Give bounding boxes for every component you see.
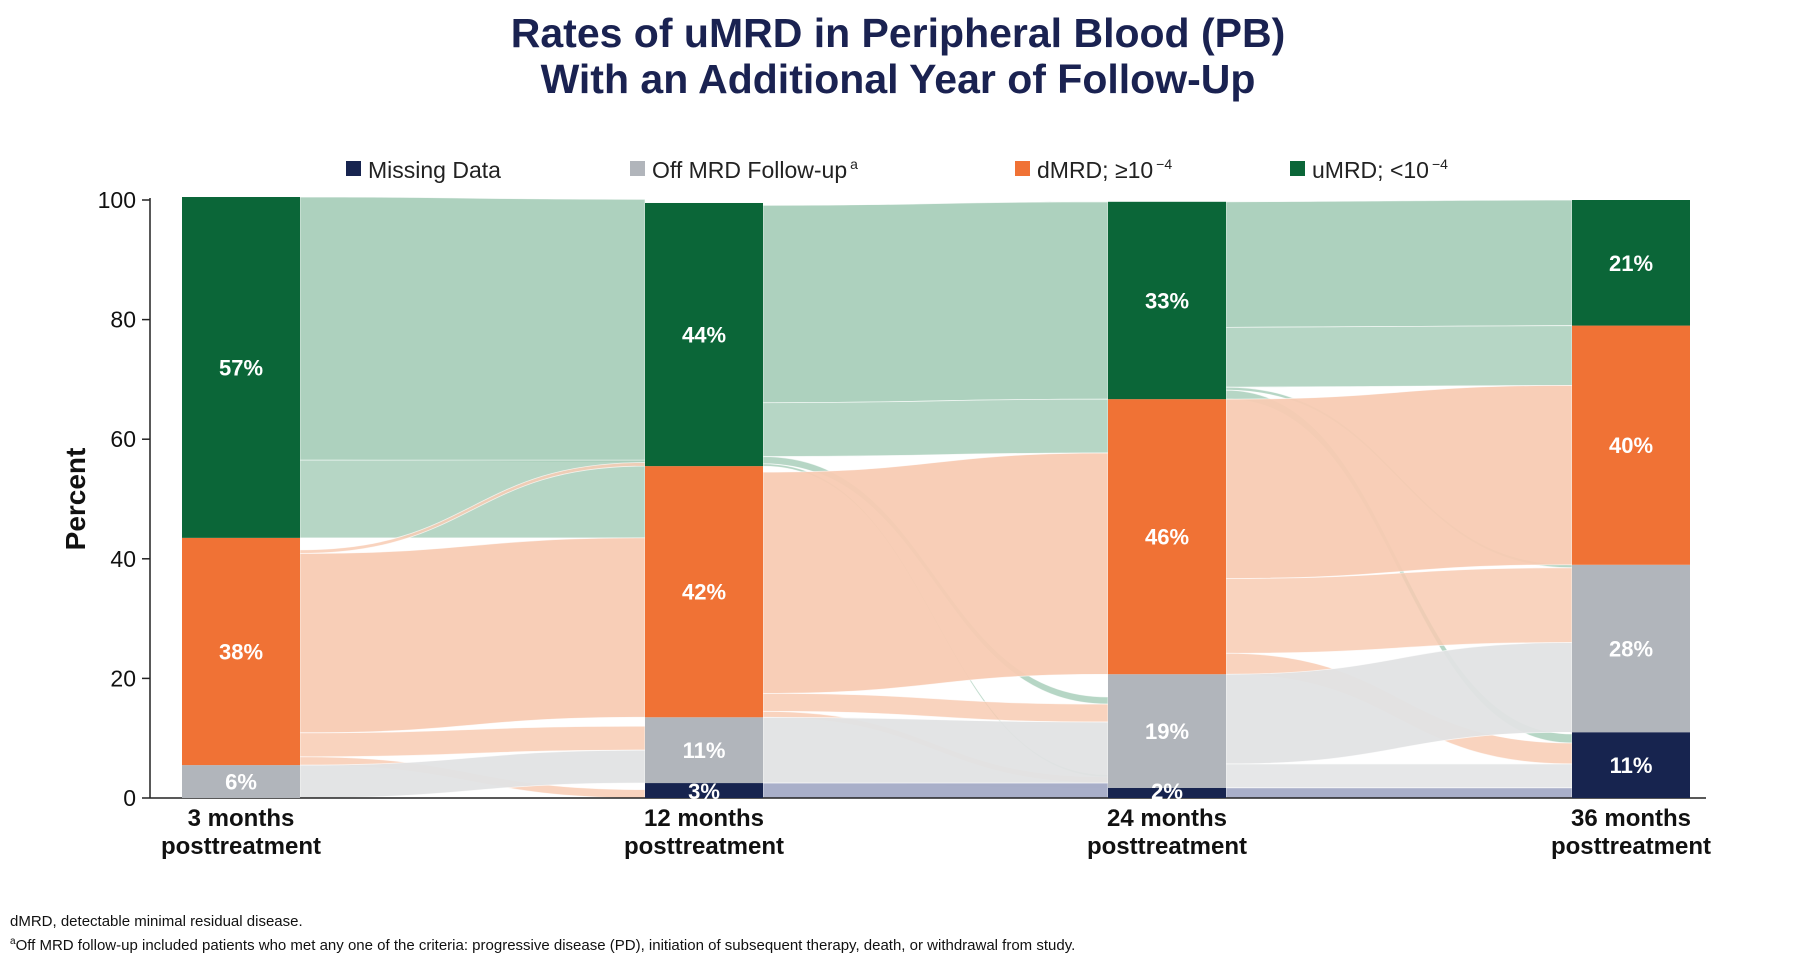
chart-title: Rates of uMRD in Peripheral Blood (PB) W… xyxy=(0,10,1796,102)
y-tick-label-0: 0 xyxy=(123,785,136,811)
footnotes: dMRD, detectable minimal residual diseas… xyxy=(10,912,1075,956)
legend-label-missing: Missing Data xyxy=(368,157,501,183)
x-label-3-line-1: 36 months xyxy=(1571,805,1691,832)
bars-layer: 6% 38% 57% 3% 11% 42% 44% 2% 19% 46% 33% 11% 28% 40% 2… xyxy=(182,197,1690,804)
footnote-marker: a xyxy=(10,936,16,947)
legend-item-umrd: uMRD; <10 −4 xyxy=(1290,156,1448,183)
x-label-0-line-2: posttreatment xyxy=(161,833,321,860)
legend-swatch-dmrd xyxy=(1015,161,1030,176)
footnote-off-followup-text: Off MRD follow-up included patients who … xyxy=(15,937,1076,954)
flow-2-dmrd-to-off xyxy=(1225,567,1573,654)
legend-swatch-off xyxy=(630,161,645,176)
bar-1-segment-off xyxy=(645,717,763,784)
legend-item-off: Off MRD Follow-up a xyxy=(630,156,858,183)
x-label-2-line-1: 24 months xyxy=(1107,805,1227,832)
flow-2-umrd-to-dmrd xyxy=(1225,325,1573,388)
flow-2-missing-to-missing xyxy=(1225,787,1573,799)
flow-1-off-to-off xyxy=(762,716,1109,789)
bar-2-label-dmrd: 46% xyxy=(1145,525,1189,550)
bar-0-label-dmrd: 38% xyxy=(219,639,263,664)
legend: Missing Data Off MRD Follow-up a dMRD; ≥10−… xyxy=(346,156,1448,183)
bar-3-segment-missing xyxy=(1572,732,1690,798)
y-axis-label: Percent xyxy=(60,448,91,551)
flow-1-umrd-to-dmrd xyxy=(762,398,1109,457)
bar-3-segment-dmrd xyxy=(1572,325,1690,565)
bar-3: 11% 28% 40% 21% xyxy=(1572,200,1690,798)
bar-3-segment-umrd xyxy=(1572,200,1690,326)
bar-3-label-umrd: 21% xyxy=(1609,251,1653,276)
bar-2-segment-umrd xyxy=(1108,201,1226,400)
flow-2-off-to-missing xyxy=(1225,763,1573,789)
footnote-off-followup: aOff MRD follow-up included patients who… xyxy=(10,932,1075,956)
flow-1-umrd-to-umrd xyxy=(762,201,1109,404)
bar-1-label-off: 11% xyxy=(683,738,726,763)
legend-sup-umrd: −4 xyxy=(1432,156,1448,172)
bar-0-segment-dmrd xyxy=(182,537,300,766)
bar-3-label-off: 28% xyxy=(1609,637,1653,662)
bar-0-label-umrd: 57% xyxy=(219,355,263,380)
legend-label-off: Off MRD Follow-up a xyxy=(652,156,858,183)
flow-0-umrd-to-umrd xyxy=(299,196,646,463)
y-tick-label-80: 80 xyxy=(110,307,136,333)
chart-title-line-2: With an Additional Year of Follow-Up xyxy=(540,56,1256,102)
legend-swatch-missing xyxy=(346,161,361,176)
legend-item-dmrd: dMRD; ≥10 −4 xyxy=(1015,156,1172,183)
bar-2-segment-dmrd xyxy=(1108,399,1226,675)
x-label-3-line-2: posttreatment xyxy=(1551,833,1711,860)
y-tick-label-100: 100 xyxy=(98,187,136,213)
bar-2-label-umrd: 33% xyxy=(1145,288,1189,313)
y-tick-label-40: 40 xyxy=(110,546,136,572)
flow-0-dmrd-to-dmrd xyxy=(299,537,646,734)
bar-2: 2% 19% 46% 33% xyxy=(1108,201,1226,804)
bar-1-segment-dmrd xyxy=(645,466,763,718)
flow-1-dmrd-to-dmrd xyxy=(762,452,1109,694)
flow-0-umrd-to-dmrd xyxy=(299,459,646,539)
y-axis: 0 20 40 60 80 100 xyxy=(98,187,151,811)
bar-1: 3% 11% 42% 44% xyxy=(645,202,763,804)
bar-2-label-off: 19% xyxy=(1145,719,1189,744)
legend-sup-off: a xyxy=(850,156,858,172)
x-label-1-line-2: posttreatment xyxy=(624,833,784,860)
flows-layer xyxy=(299,196,1573,799)
legend-item-missing: Missing Data xyxy=(346,157,501,183)
bar-0: 6% 38% 57% xyxy=(182,197,300,798)
bar-1-segment-umrd xyxy=(645,202,763,467)
flow-2-umrd-to-umrd xyxy=(1225,199,1573,328)
flow-2-dmrd-to-dmrd xyxy=(1225,384,1573,579)
legend-sup-dmrd: −4 xyxy=(1156,156,1172,172)
legend-label-dmrd: dMRD; ≥10 −4 xyxy=(1037,156,1172,183)
x-label-0-line-1: 3 months xyxy=(188,805,295,832)
legend-swatch-umrd xyxy=(1290,161,1305,176)
bar-3-segment-off xyxy=(1572,564,1690,733)
bar-3-label-dmrd: 40% xyxy=(1609,433,1653,458)
bar-2-segment-missing xyxy=(1108,787,1226,798)
sankey-chart: 0 20 40 60 80 100 Percent 6% 38% 57% 3% 11% 42% 44% 2%… xyxy=(60,156,1711,860)
bar-1-label-dmrd: 42% xyxy=(682,580,726,605)
bar-1-label-missing: 3% xyxy=(688,779,720,804)
bar-2-segment-off xyxy=(1108,674,1226,788)
bar-2-label-missing: 2% xyxy=(1151,779,1183,804)
chart-title-line-1: Rates of uMRD in Peripheral Blood (PB) xyxy=(510,10,1286,56)
footnote-dmrd-definition: dMRD, detectable minimal residual diseas… xyxy=(10,913,303,930)
bar-1-segment-missing xyxy=(645,783,763,798)
bar-3-label-missing: 11% xyxy=(1610,753,1653,778)
flow-1-missing-to-missing xyxy=(762,782,1109,799)
bar-0-segment-off xyxy=(182,765,300,798)
bar-0-label-off: 6% xyxy=(225,770,257,795)
x-label-2-line-2: posttreatment xyxy=(1087,833,1247,860)
x-label-1-line-1: 12 months xyxy=(644,805,764,832)
bar-0-segment-umrd xyxy=(182,197,300,538)
y-tick-label-20: 20 xyxy=(110,665,136,691)
y-tick-label-60: 60 xyxy=(110,426,136,452)
legend-label-umrd: uMRD; <10 −4 xyxy=(1312,156,1448,183)
bar-1-label-umrd: 44% xyxy=(682,323,726,348)
